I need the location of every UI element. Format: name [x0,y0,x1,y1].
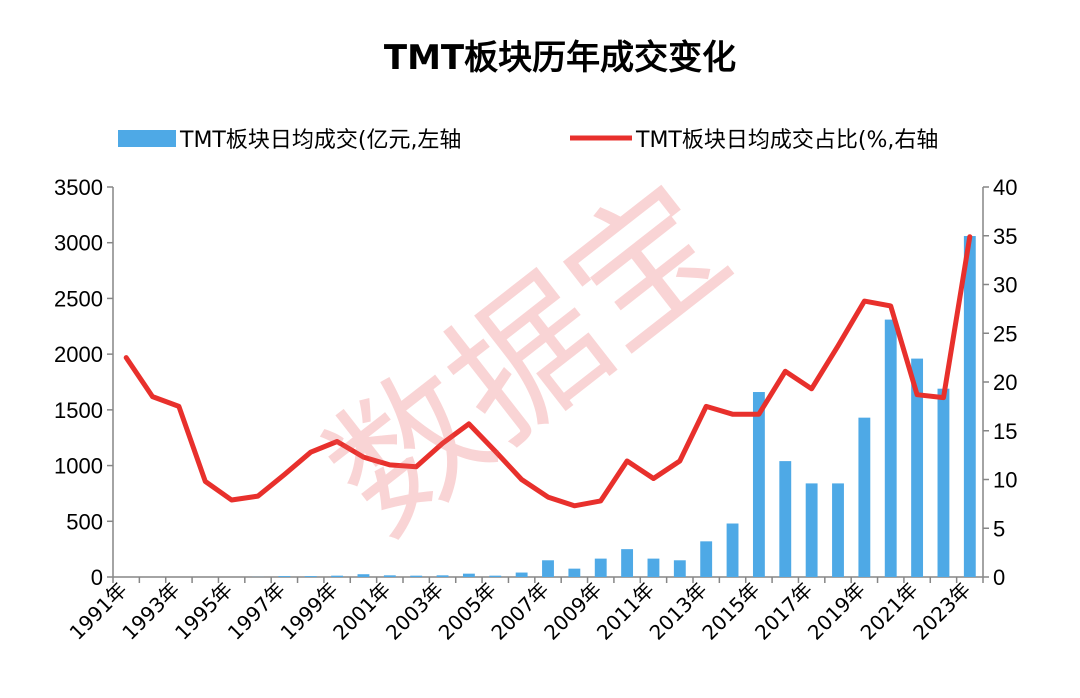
bar [304,576,317,577]
bar [805,483,818,577]
bar [673,560,686,577]
x-tick-label: 2001年 [328,578,395,645]
left-tick-label: 500 [66,509,103,534]
left-tick-label: 3000 [54,231,103,256]
bar [489,575,502,577]
x-tick-label: 2023年 [908,578,975,645]
bar [779,461,792,577]
bar [331,575,344,577]
bar [937,388,950,577]
x-tick-label: 2009年 [539,578,606,645]
right-tick-label: 0 [993,565,1005,590]
right-tick-label: 10 [993,468,1017,493]
right-tick-label: 25 [993,321,1017,346]
legend: TMT板块日均成交(亿元,左轴 TMT板块日均成交占比(%,右轴 [118,128,938,153]
left-tick-label: 1000 [54,454,103,479]
legend-line-label: TMT板块日均成交占比(%,右轴 [635,128,938,153]
x-tick-label: 1995年 [170,578,237,645]
left-tick-label: 2000 [54,342,103,367]
chart-title: TMT板块历年成交变化 [384,38,736,78]
legend-bar-label: TMT板块日均成交(亿元,左轴 [179,128,461,153]
legend-bar-swatch [118,130,176,147]
left-tick-label: 0 [91,565,103,590]
right-tick-label: 35 [993,224,1017,249]
bar [700,541,713,577]
x-tick-label: 2013年 [645,578,712,645]
x-tick-label: 2021年 [856,578,923,645]
bar [911,358,924,577]
bar [621,549,634,577]
x-tick-label: 2007年 [486,578,553,645]
bar [383,575,396,577]
bar [357,574,370,577]
bar [858,417,871,577]
left-tick-label: 1500 [54,398,103,423]
x-tick-label: 2015年 [697,578,764,645]
bar [436,575,449,577]
x-tick-label: 2019年 [803,578,870,645]
right-tick-label: 5 [993,516,1005,541]
right-tick-label: 40 [993,175,1017,200]
x-tick-label: 1999年 [276,578,343,645]
x-tick-label: 2011年 [592,578,659,645]
bar [515,572,528,577]
x-tick-label: 2005年 [434,578,501,645]
x-tick-label: 2017年 [750,578,817,645]
bar [832,483,844,577]
right-tick-label: 30 [993,273,1017,298]
bar [647,558,660,577]
x-tick-label: 1997年 [223,578,290,645]
bar [542,560,554,577]
right-tick-label: 20 [993,370,1017,395]
bar [410,575,423,577]
right-tick-label: 15 [993,419,1017,444]
x-tick-label: 1993年 [117,578,184,645]
ratio-line [123,234,973,509]
x-tick-label: 2003年 [381,578,448,645]
bar [462,573,475,577]
left-tick-label: 3500 [54,175,103,200]
bar [963,236,976,577]
bar [884,319,897,577]
watermark: 数据宝 [298,153,760,567]
bar [568,568,581,577]
bar [726,523,739,577]
left-tick-label: 2500 [54,286,103,311]
bar [594,558,607,577]
bar [752,392,765,577]
bar [278,576,291,577]
